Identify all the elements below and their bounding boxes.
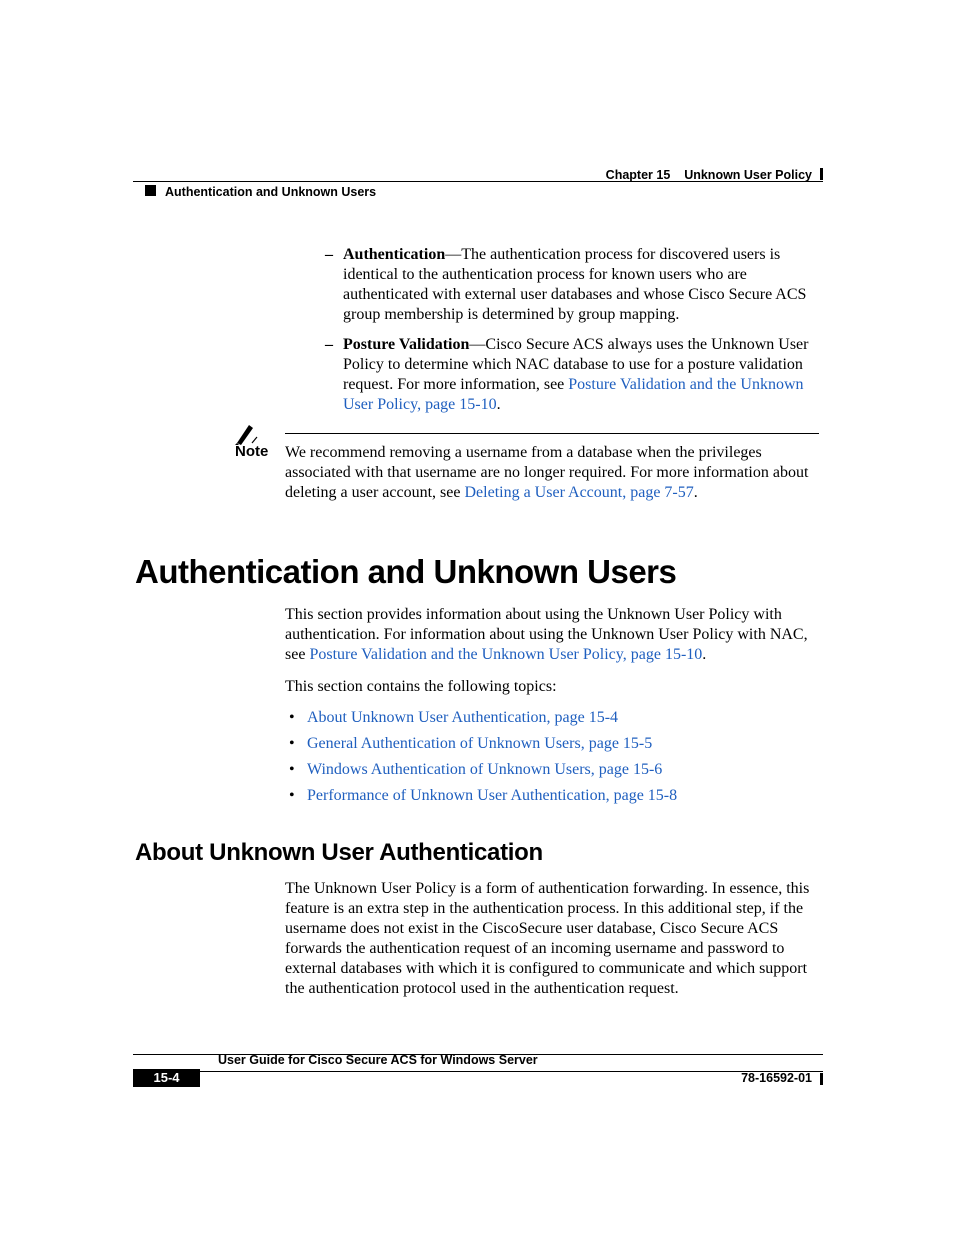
- note-block: Note We recommend removing a username fr…: [235, 437, 819, 503]
- text-posture-post: .: [497, 396, 501, 413]
- intro-paragraph-2: This section contains the following topi…: [285, 677, 819, 697]
- note-rule: [285, 433, 819, 434]
- footer-crop-mark-right: [820, 1073, 823, 1085]
- topic-list: About Unknown User Authentication, page …: [285, 709, 819, 805]
- link-topic-0[interactable]: About Unknown User Authentication, page …: [307, 709, 618, 726]
- intro-p1-post: .: [702, 646, 706, 663]
- topic-item: Performance of Unknown User Authenticati…: [285, 787, 819, 805]
- chapter-label: Chapter 15: [606, 168, 671, 182]
- topic-item: About Unknown User Authentication, page …: [285, 709, 819, 727]
- header-chapter: Chapter 15 Unknown User Policy: [606, 168, 812, 182]
- header-section-title: Authentication and Unknown Users: [165, 185, 376, 199]
- body-column: Authentication—The authentication proces…: [285, 245, 819, 415]
- topic-item: General Authentication of Unknown Users,…: [285, 735, 819, 753]
- footer-page-number: 15-4: [133, 1069, 200, 1087]
- note-text-post: .: [694, 484, 698, 501]
- link-topic-3[interactable]: Performance of Unknown User Authenticati…: [307, 787, 677, 804]
- link-delete-user[interactable]: Deleting a User Account, page 7-57: [464, 484, 693, 501]
- note-label: Note: [235, 443, 268, 460]
- header-crop-mark-right: [820, 168, 823, 180]
- about-paragraph: The Unknown User Policy is a form of aut…: [285, 879, 819, 999]
- link-topic-1[interactable]: General Authentication of Unknown Users,…: [307, 735, 652, 752]
- document-page: Chapter 15 Unknown User Policy Authentic…: [0, 0, 954, 1235]
- list-item-posture: Posture Validation—Cisco Secure ACS alwa…: [325, 335, 819, 415]
- heading-about-unknown-auth: About Unknown User Authentication: [135, 839, 819, 867]
- footer-guide-title: User Guide for Cisco Secure ACS for Wind…: [218, 1053, 538, 1067]
- term-authentication: Authentication: [343, 246, 445, 263]
- intro-paragraph-1: This section provides information about …: [285, 605, 819, 665]
- footer-doc-number: 78-16592-01: [741, 1071, 812, 1085]
- footer-rule-bottom: [200, 1071, 823, 1072]
- link-topic-2[interactable]: Windows Authentication of Unknown Users,…: [307, 761, 662, 778]
- heading-auth-unknown-users: Authentication and Unknown Users: [135, 553, 819, 591]
- header-square-icon: [145, 185, 156, 196]
- topic-item: Windows Authentication of Unknown Users,…: [285, 761, 819, 779]
- term-posture: Posture Validation: [343, 336, 469, 353]
- note-text: We recommend removing a username from a …: [285, 437, 819, 503]
- list-item-authentication: Authentication—The authentication proces…: [325, 245, 819, 325]
- link-posture-validation-2[interactable]: Posture Validation and the Unknown User …: [309, 646, 702, 663]
- chapter-title: Unknown User Policy: [684, 168, 812, 182]
